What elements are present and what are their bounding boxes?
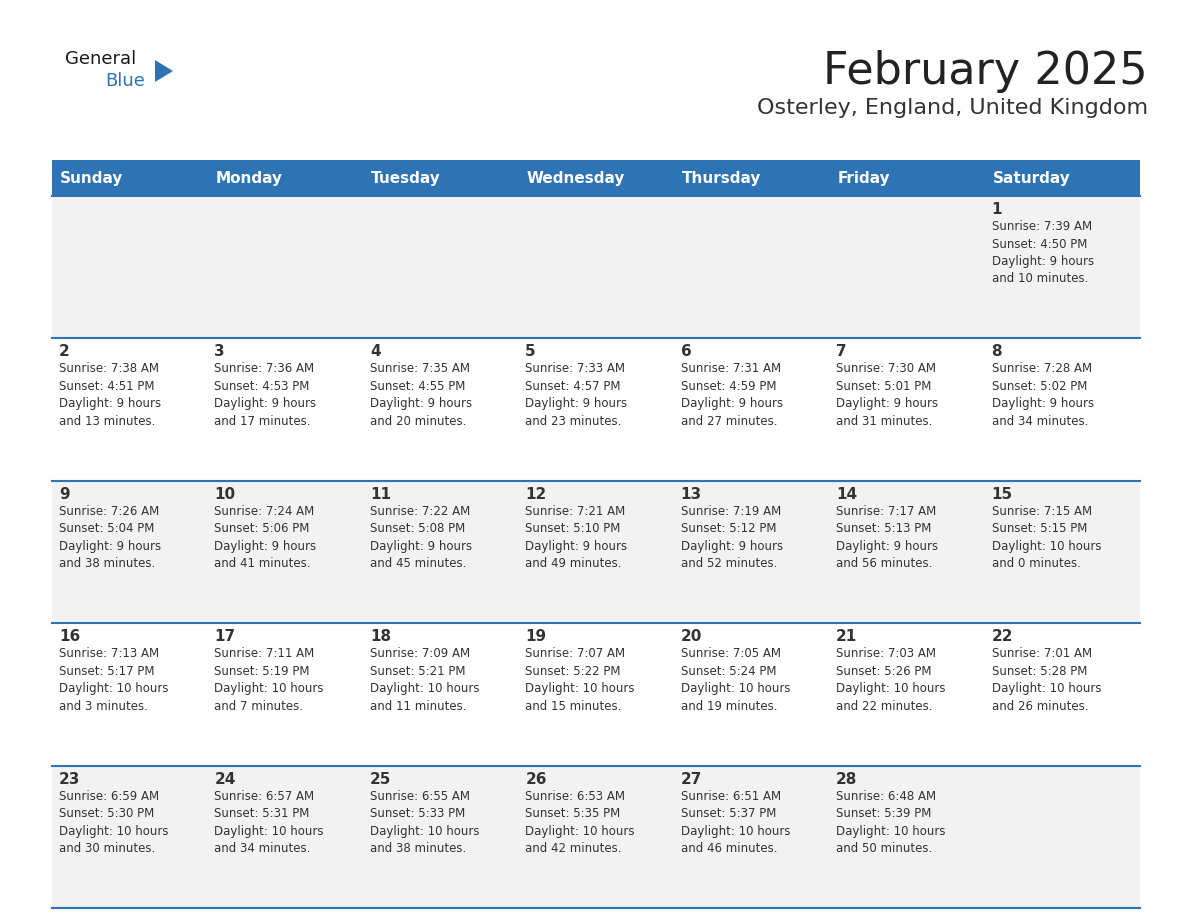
Text: Monday: Monday — [215, 171, 283, 185]
Bar — [52, 339, 1140, 481]
Text: Sunrise: 6:57 AM
Sunset: 5:31 PM
Daylight: 10 hours
and 34 minutes.: Sunrise: 6:57 AM Sunset: 5:31 PM Dayligh… — [214, 789, 324, 855]
Text: 14: 14 — [836, 487, 858, 502]
Bar — [52, 196, 1140, 339]
Bar — [52, 766, 1140, 908]
Text: Sunrise: 6:59 AM
Sunset: 5:30 PM
Daylight: 10 hours
and 30 minutes.: Sunrise: 6:59 AM Sunset: 5:30 PM Dayligh… — [59, 789, 169, 855]
Text: Sunrise: 7:35 AM
Sunset: 4:55 PM
Daylight: 9 hours
and 20 minutes.: Sunrise: 7:35 AM Sunset: 4:55 PM Dayligh… — [369, 363, 472, 428]
Text: 18: 18 — [369, 629, 391, 644]
Text: Sunrise: 7:07 AM
Sunset: 5:22 PM
Daylight: 10 hours
and 15 minutes.: Sunrise: 7:07 AM Sunset: 5:22 PM Dayligh… — [525, 647, 634, 712]
Text: 26: 26 — [525, 772, 546, 787]
Text: 20: 20 — [681, 629, 702, 644]
Bar — [208, 160, 362, 196]
Text: February 2025: February 2025 — [823, 50, 1148, 93]
Bar — [674, 160, 829, 196]
Text: Sunrise: 7:09 AM
Sunset: 5:21 PM
Daylight: 10 hours
and 11 minutes.: Sunrise: 7:09 AM Sunset: 5:21 PM Dayligh… — [369, 647, 479, 712]
Text: Sunrise: 6:53 AM
Sunset: 5:35 PM
Daylight: 10 hours
and 42 minutes.: Sunrise: 6:53 AM Sunset: 5:35 PM Dayligh… — [525, 789, 634, 855]
Text: 7: 7 — [836, 344, 847, 360]
Bar — [52, 623, 1140, 766]
Bar — [52, 481, 1140, 623]
Text: Sunrise: 6:55 AM
Sunset: 5:33 PM
Daylight: 10 hours
and 38 minutes.: Sunrise: 6:55 AM Sunset: 5:33 PM Dayligh… — [369, 789, 479, 855]
Text: Sunrise: 7:17 AM
Sunset: 5:13 PM
Daylight: 9 hours
and 56 minutes.: Sunrise: 7:17 AM Sunset: 5:13 PM Dayligh… — [836, 505, 939, 570]
Text: General: General — [65, 50, 137, 68]
Text: Sunrise: 7:39 AM
Sunset: 4:50 PM
Daylight: 9 hours
and 10 minutes.: Sunrise: 7:39 AM Sunset: 4:50 PM Dayligh… — [992, 220, 1094, 285]
Text: Sunrise: 7:05 AM
Sunset: 5:24 PM
Daylight: 10 hours
and 19 minutes.: Sunrise: 7:05 AM Sunset: 5:24 PM Dayligh… — [681, 647, 790, 712]
Text: 22: 22 — [992, 629, 1013, 644]
Text: 17: 17 — [214, 629, 235, 644]
Text: Sunday: Sunday — [61, 171, 124, 185]
Polygon shape — [154, 60, 173, 82]
Text: Sunrise: 6:51 AM
Sunset: 5:37 PM
Daylight: 10 hours
and 46 minutes.: Sunrise: 6:51 AM Sunset: 5:37 PM Dayligh… — [681, 789, 790, 855]
Text: Sunrise: 7:03 AM
Sunset: 5:26 PM
Daylight: 10 hours
and 22 minutes.: Sunrise: 7:03 AM Sunset: 5:26 PM Dayligh… — [836, 647, 946, 712]
Text: 12: 12 — [525, 487, 546, 502]
Text: Sunrise: 7:24 AM
Sunset: 5:06 PM
Daylight: 9 hours
and 41 minutes.: Sunrise: 7:24 AM Sunset: 5:06 PM Dayligh… — [214, 505, 316, 570]
Bar — [829, 160, 985, 196]
Text: 3: 3 — [214, 344, 225, 360]
Text: Saturday: Saturday — [992, 171, 1070, 185]
Text: 2: 2 — [59, 344, 70, 360]
Text: Sunrise: 6:48 AM
Sunset: 5:39 PM
Daylight: 10 hours
and 50 minutes.: Sunrise: 6:48 AM Sunset: 5:39 PM Dayligh… — [836, 789, 946, 855]
Text: Friday: Friday — [838, 171, 890, 185]
Text: Sunrise: 7:22 AM
Sunset: 5:08 PM
Daylight: 9 hours
and 45 minutes.: Sunrise: 7:22 AM Sunset: 5:08 PM Dayligh… — [369, 505, 472, 570]
Text: Sunrise: 7:38 AM
Sunset: 4:51 PM
Daylight: 9 hours
and 13 minutes.: Sunrise: 7:38 AM Sunset: 4:51 PM Dayligh… — [59, 363, 162, 428]
Bar — [52, 160, 208, 196]
Bar — [518, 160, 674, 196]
Text: Blue: Blue — [105, 72, 145, 90]
Bar — [985, 160, 1140, 196]
Text: Osterley, England, United Kingdom: Osterley, England, United Kingdom — [757, 98, 1148, 118]
Text: Sunrise: 7:26 AM
Sunset: 5:04 PM
Daylight: 9 hours
and 38 minutes.: Sunrise: 7:26 AM Sunset: 5:04 PM Dayligh… — [59, 505, 162, 570]
Text: Sunrise: 7:13 AM
Sunset: 5:17 PM
Daylight: 10 hours
and 3 minutes.: Sunrise: 7:13 AM Sunset: 5:17 PM Dayligh… — [59, 647, 169, 712]
Text: Sunrise: 7:15 AM
Sunset: 5:15 PM
Daylight: 10 hours
and 0 minutes.: Sunrise: 7:15 AM Sunset: 5:15 PM Dayligh… — [992, 505, 1101, 570]
Text: 28: 28 — [836, 772, 858, 787]
Text: 25: 25 — [369, 772, 391, 787]
Text: 11: 11 — [369, 487, 391, 502]
Bar — [362, 160, 518, 196]
Text: 6: 6 — [681, 344, 691, 360]
Text: 13: 13 — [681, 487, 702, 502]
Text: Sunrise: 7:33 AM
Sunset: 4:57 PM
Daylight: 9 hours
and 23 minutes.: Sunrise: 7:33 AM Sunset: 4:57 PM Dayligh… — [525, 363, 627, 428]
Text: 8: 8 — [992, 344, 1003, 360]
Text: 10: 10 — [214, 487, 235, 502]
Text: Sunrise: 7:21 AM
Sunset: 5:10 PM
Daylight: 9 hours
and 49 minutes.: Sunrise: 7:21 AM Sunset: 5:10 PM Dayligh… — [525, 505, 627, 570]
Text: 4: 4 — [369, 344, 380, 360]
Text: Sunrise: 7:11 AM
Sunset: 5:19 PM
Daylight: 10 hours
and 7 minutes.: Sunrise: 7:11 AM Sunset: 5:19 PM Dayligh… — [214, 647, 324, 712]
Text: Tuesday: Tuesday — [371, 171, 441, 185]
Text: Thursday: Thursday — [682, 171, 762, 185]
Text: 19: 19 — [525, 629, 546, 644]
Text: 23: 23 — [59, 772, 81, 787]
Text: Sunrise: 7:01 AM
Sunset: 5:28 PM
Daylight: 10 hours
and 26 minutes.: Sunrise: 7:01 AM Sunset: 5:28 PM Dayligh… — [992, 647, 1101, 712]
Text: 15: 15 — [992, 487, 1012, 502]
Text: 16: 16 — [59, 629, 81, 644]
Text: Wednesday: Wednesday — [526, 171, 625, 185]
Text: 24: 24 — [214, 772, 235, 787]
Text: Sunrise: 7:31 AM
Sunset: 4:59 PM
Daylight: 9 hours
and 27 minutes.: Sunrise: 7:31 AM Sunset: 4:59 PM Dayligh… — [681, 363, 783, 428]
Text: 9: 9 — [59, 487, 70, 502]
Text: 5: 5 — [525, 344, 536, 360]
Text: Sunrise: 7:19 AM
Sunset: 5:12 PM
Daylight: 9 hours
and 52 minutes.: Sunrise: 7:19 AM Sunset: 5:12 PM Dayligh… — [681, 505, 783, 570]
Text: Sunrise: 7:28 AM
Sunset: 5:02 PM
Daylight: 9 hours
and 34 minutes.: Sunrise: 7:28 AM Sunset: 5:02 PM Dayligh… — [992, 363, 1094, 428]
Text: Sunrise: 7:36 AM
Sunset: 4:53 PM
Daylight: 9 hours
and 17 minutes.: Sunrise: 7:36 AM Sunset: 4:53 PM Dayligh… — [214, 363, 316, 428]
Text: Sunrise: 7:30 AM
Sunset: 5:01 PM
Daylight: 9 hours
and 31 minutes.: Sunrise: 7:30 AM Sunset: 5:01 PM Dayligh… — [836, 363, 939, 428]
Text: 27: 27 — [681, 772, 702, 787]
Text: 1: 1 — [992, 202, 1001, 217]
Text: 21: 21 — [836, 629, 858, 644]
